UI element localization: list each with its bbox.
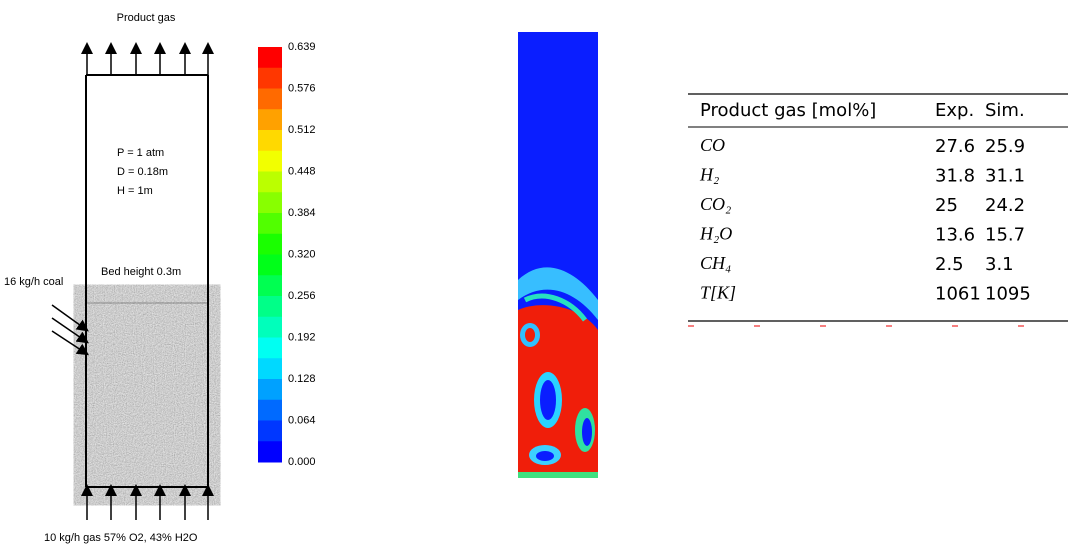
species: CO₂ (700, 194, 731, 214)
species: H₂O (699, 224, 732, 244)
colorbar-label: 0.384 (288, 207, 316, 219)
colorbar-label: 0.128 (288, 373, 316, 385)
color-band (258, 441, 282, 463)
table-cell: 1095 (985, 284, 1031, 305)
colorbar-label: 0.448 (288, 165, 316, 177)
table-cell: 15.7 (985, 225, 1025, 246)
table-cell: 31.1 (985, 166, 1025, 187)
colorbar-label: 0.320 (288, 248, 316, 260)
color-band (258, 67, 282, 89)
param: D = 0.18m (117, 166, 168, 178)
color-band (258, 130, 282, 152)
species: H₂ (699, 165, 719, 185)
color-band (258, 358, 282, 380)
color-band (258, 399, 282, 421)
color-band (258, 88, 282, 110)
colorbar-label: 0.192 (288, 331, 316, 343)
colorbar-label: 0.064 (288, 414, 316, 426)
colorbar-label: 0.576 (288, 82, 316, 94)
color-band (258, 150, 282, 172)
param: P = 1 atm (117, 147, 164, 159)
vessel (51, 42, 214, 520)
color-band (258, 379, 282, 401)
color-band (258, 109, 282, 131)
color-band (258, 171, 282, 193)
table-header: Sim. (985, 100, 1025, 121)
table-cell: 1061 (935, 284, 981, 305)
color-band (258, 420, 282, 442)
colorbar-label: 0.256 (288, 290, 316, 302)
table-cell: 27.6 (935, 136, 975, 157)
table-header: Exp. (935, 100, 974, 121)
table-header: Product gas [mol%] (700, 100, 876, 121)
color-band (258, 213, 282, 235)
param: H = 1m (117, 185, 153, 197)
color-band (258, 296, 282, 318)
species: CO (700, 135, 725, 155)
species: CH₄ (700, 253, 731, 273)
color-band (258, 47, 282, 69)
color-band (258, 275, 282, 297)
simulation-image (518, 32, 598, 478)
table-cells: Product gas [mol%] Exp. Sim. CO 27.6 25.9 H₂ 31… (699, 100, 1031, 305)
color-band (258, 337, 282, 359)
colorbar: 0.639 0.576 0.512 0.448 0.384 0.320 0.256 0.192… (258, 41, 316, 468)
coal-label: 16 kg/h coal (4, 276, 63, 288)
colorbar-label: 0.512 (288, 124, 316, 136)
table-cell: 13.6 (935, 225, 975, 246)
table-cell: 2.5 (935, 254, 964, 275)
colorbar-label: 0.000 (288, 456, 316, 468)
gas-label: 10 kg/h gas 57% O2, 43% H2O (44, 532, 198, 544)
bed-label: Bed height 0.3m (101, 266, 181, 278)
table (688, 93, 1068, 327)
colorbar-label: 0.639 (288, 41, 316, 53)
table-cell: 31.8 (935, 166, 975, 187)
species: T[K] (700, 283, 736, 303)
table-cell: 24.2 (985, 195, 1025, 216)
top-label: Product gas (117, 12, 176, 24)
table-cell: 3.1 (985, 254, 1014, 275)
color-band (258, 316, 282, 338)
color-band (258, 254, 282, 276)
table-cell: 25 (935, 195, 958, 216)
table-cell: 25.9 (985, 136, 1025, 157)
color-band (258, 192, 282, 214)
color-band (258, 233, 282, 255)
